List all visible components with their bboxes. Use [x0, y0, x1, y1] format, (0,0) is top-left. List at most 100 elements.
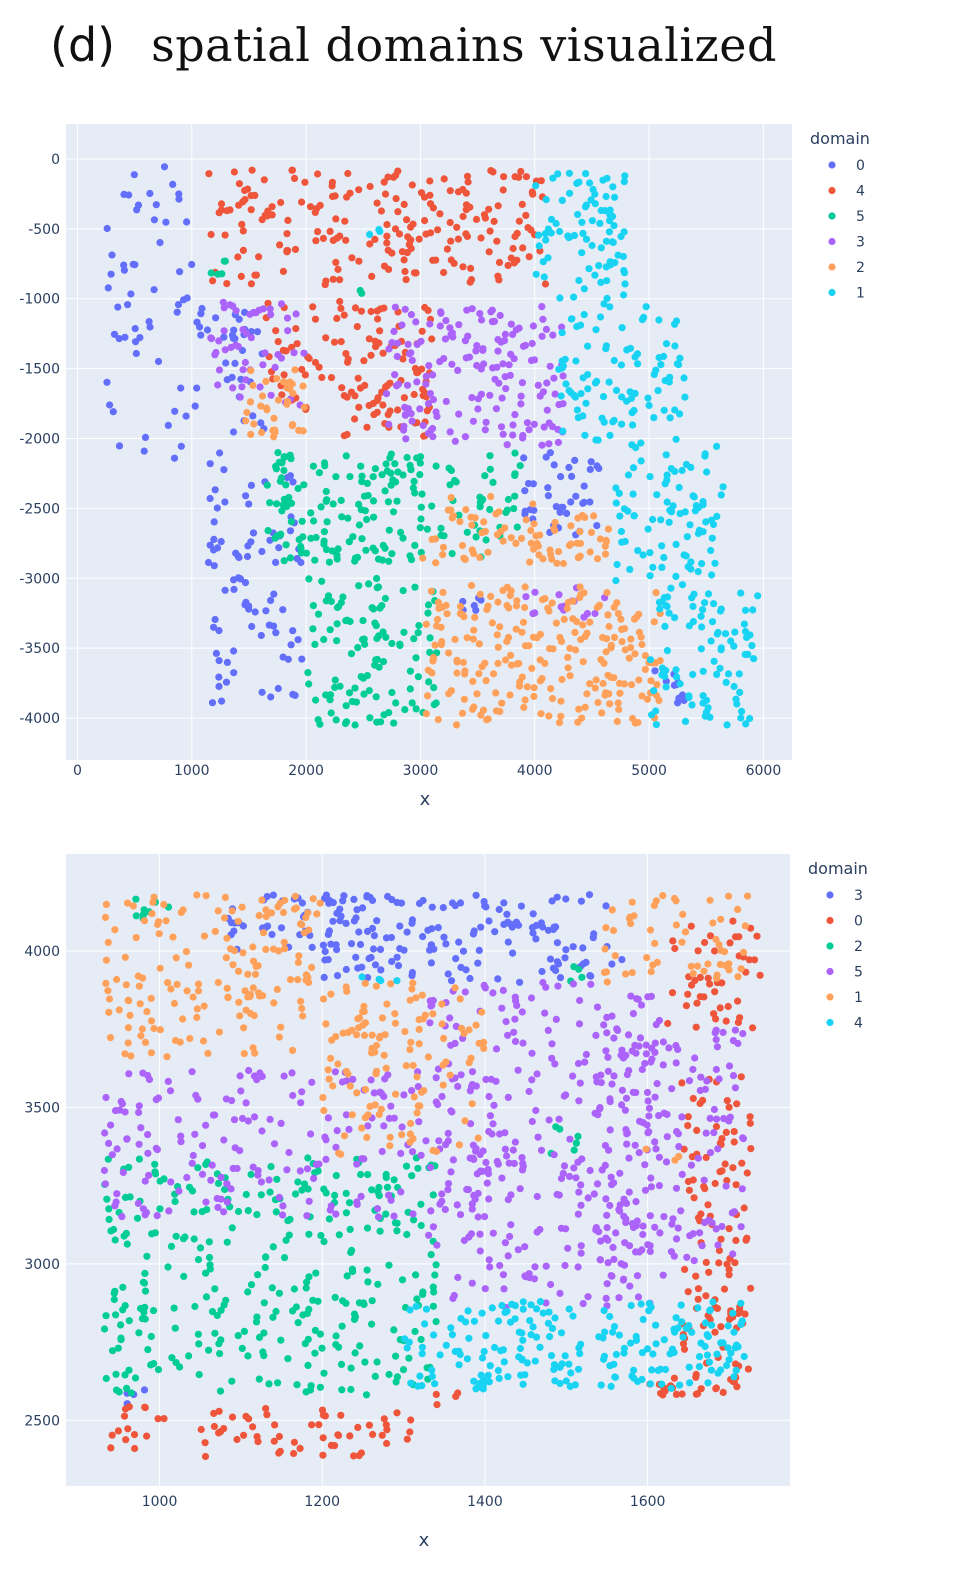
legend-marker[interactable] — [826, 1018, 834, 1027]
data-point — [681, 508, 689, 516]
data-point — [429, 1191, 437, 1199]
data-point — [753, 932, 761, 940]
data-point — [606, 700, 614, 708]
data-point — [739, 1030, 747, 1038]
data-point — [736, 688, 744, 697]
legend-item-label[interactable]: 4 — [854, 1016, 863, 1032]
data-point — [269, 426, 277, 434]
data-point — [576, 583, 584, 591]
data-point — [133, 206, 141, 214]
data-point — [315, 1421, 323, 1429]
legend-marker[interactable] — [828, 237, 836, 246]
legend-marker[interactable] — [826, 891, 834, 899]
legend-item-label[interactable]: 0 — [856, 158, 865, 174]
data-point — [501, 330, 509, 338]
data-point — [691, 1054, 699, 1062]
data-point — [277, 924, 286, 932]
data-point — [234, 1207, 243, 1216]
data-point — [694, 1154, 702, 1162]
data-point — [364, 1111, 372, 1119]
data-point — [424, 609, 432, 617]
legend-item-label[interactable]: 1 — [854, 990, 863, 1006]
legend-item-label[interactable]: 5 — [854, 965, 863, 981]
data-point — [332, 1033, 340, 1041]
data-point — [455, 1141, 463, 1149]
data-point — [706, 1306, 714, 1314]
legend-marker[interactable] — [828, 288, 836, 297]
data-point — [249, 412, 257, 420]
legend-marker[interactable] — [826, 916, 834, 925]
data-point — [671, 944, 679, 953]
data-point — [689, 1065, 697, 1073]
data-point — [491, 928, 499, 936]
legend-item-label[interactable]: 4 — [856, 184, 865, 200]
legend-item-label[interactable]: 2 — [854, 939, 863, 955]
data-point — [210, 1409, 218, 1417]
legend-item-label[interactable]: 1 — [856, 286, 865, 302]
data-point — [601, 1328, 609, 1336]
data-point — [346, 1225, 354, 1233]
data-point — [424, 400, 433, 408]
data-point — [459, 610, 467, 619]
legend-marker[interactable] — [828, 161, 836, 169]
legend-item-label[interactable]: 2 — [856, 260, 865, 276]
data-point — [644, 525, 652, 533]
data-point — [629, 1088, 637, 1096]
data-point — [544, 1026, 552, 1034]
data-point — [162, 218, 170, 226]
data-point — [561, 355, 569, 363]
legend-marker[interactable] — [826, 993, 834, 1001]
data-point — [730, 1138, 738, 1146]
data-point — [673, 1128, 681, 1136]
legend-marker[interactable] — [826, 967, 834, 976]
data-point — [468, 305, 476, 313]
data-point — [426, 320, 434, 328]
data-point — [414, 1382, 422, 1390]
data-point — [299, 1012, 307, 1020]
data-point — [578, 249, 586, 257]
legend-marker[interactable] — [828, 263, 836, 271]
data-point — [428, 502, 436, 510]
legend-item-label[interactable]: 3 — [854, 888, 863, 904]
data-point — [102, 1093, 110, 1102]
data-point — [275, 544, 283, 552]
legend-marker[interactable] — [828, 186, 836, 195]
data-point — [174, 1116, 182, 1124]
data-point — [258, 216, 266, 224]
legend-item-label[interactable]: 0 — [854, 914, 863, 930]
legend-item-label[interactable]: 5 — [856, 209, 865, 225]
data-point — [708, 618, 717, 626]
data-point — [360, 690, 368, 698]
legend-item-label[interactable]: 3 — [856, 235, 865, 251]
data-point — [326, 626, 334, 634]
data-point — [499, 1346, 507, 1354]
data-point — [661, 622, 669, 631]
data-point — [632, 1198, 640, 1206]
legend-marker[interactable] — [826, 942, 834, 950]
data-point — [552, 1015, 560, 1023]
data-point — [509, 244, 517, 253]
data-point — [744, 1365, 753, 1373]
data-point — [541, 595, 549, 603]
y-tick-label: 4000 — [24, 944, 60, 960]
data-point — [503, 506, 511, 514]
data-point — [288, 1069, 296, 1077]
data-point — [424, 692, 432, 700]
data-point — [307, 1382, 315, 1390]
data-point — [264, 299, 272, 307]
data-point — [415, 621, 423, 630]
data-point — [746, 1113, 754, 1121]
data-point — [717, 915, 725, 923]
data-point — [528, 1049, 536, 1057]
data-point — [387, 450, 395, 458]
data-point — [676, 680, 684, 688]
data-point — [431, 1271, 439, 1279]
data-point — [172, 1232, 180, 1240]
legend-marker[interactable] — [828, 212, 836, 220]
data-point — [403, 381, 412, 389]
data-point — [422, 1137, 430, 1145]
data-point — [355, 582, 363, 590]
data-point — [713, 1115, 721, 1123]
data-point — [145, 318, 153, 326]
data-point — [239, 246, 247, 254]
